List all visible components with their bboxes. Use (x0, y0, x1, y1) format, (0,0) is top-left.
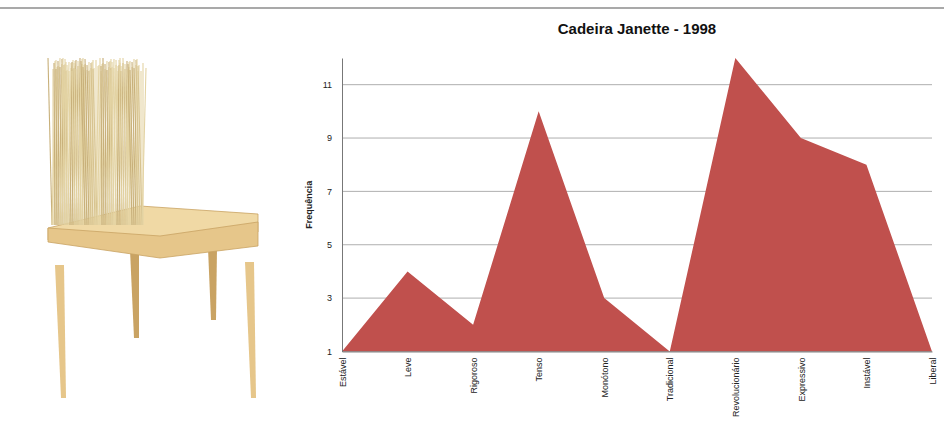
y-tick-label: 1 (327, 347, 332, 357)
bristle (116, 60, 118, 225)
bristle (132, 62, 136, 225)
chair-leg (208, 248, 217, 320)
bristle (138, 66, 142, 225)
x-tick-label: Monótono (600, 357, 610, 397)
chart-title: Cadeira Janette - 1998 (558, 20, 716, 37)
bristle (138, 65, 139, 225)
y-tick: 1 (327, 347, 342, 357)
bristle (89, 70, 90, 225)
bristle (128, 64, 132, 225)
bristle (114, 68, 116, 225)
y-tick: 7 (327, 187, 342, 197)
separator (0, 7, 944, 8)
bristle (101, 66, 102, 225)
y-tick: 5 (327, 240, 342, 250)
bristle (103, 58, 104, 225)
bristle (65, 59, 67, 225)
bristle (54, 63, 55, 225)
x-tick: Estável (338, 351, 348, 387)
bristle (56, 58, 60, 225)
plot-area (342, 58, 932, 351)
x-tick-label: Expressivo (797, 357, 807, 401)
bristle (56, 69, 57, 225)
canvas: 1 3 5 7 9 11 Estável Leve Rigoroso Tenso Monótono T… (0, 0, 944, 425)
grid-line (342, 84, 932, 85)
bristle (110, 70, 112, 225)
bristle (58, 61, 59, 225)
x-tick: Rigoroso (469, 351, 479, 393)
x-tick: Instável (862, 351, 872, 388)
bristle (117, 65, 119, 225)
x-axis-line (343, 351, 933, 352)
bristle (142, 68, 146, 225)
y-axis-title: Frequência (304, 180, 314, 229)
bristle (48, 58, 52, 225)
chair-leg (245, 262, 256, 398)
y-axis: 1 3 5 7 9 11 (323, 59, 343, 357)
bristle (136, 60, 140, 225)
bristle (72, 71, 75, 225)
bristle (80, 66, 81, 225)
x-tick-label: Tenso (534, 357, 544, 381)
y-tick-label: 7 (327, 187, 332, 197)
bristle (70, 62, 72, 225)
bristle (72, 68, 74, 225)
bristle (119, 60, 122, 225)
bristle (107, 61, 110, 225)
x-tick: Leve (403, 351, 413, 377)
y-tick: 9 (327, 133, 342, 143)
y-axis-line (342, 59, 343, 352)
x-tick-label: Instável (862, 357, 872, 388)
x-tick: Tradicional (665, 351, 675, 401)
bristle (85, 59, 89, 225)
y-tick-label: 5 (327, 240, 332, 250)
x-tick-label: Leve (403, 357, 413, 377)
bristle (91, 62, 92, 225)
bristle (60, 58, 63, 225)
chair-seat-edge (48, 222, 258, 258)
x-tick-label: Estável (338, 357, 348, 387)
bristle (136, 59, 137, 225)
bristle (127, 69, 128, 225)
bristle (81, 61, 85, 225)
x-tick: Expressivo (797, 351, 807, 401)
area (342, 58, 932, 351)
y-tick: 3 (327, 293, 342, 303)
y-tick-label: 3 (327, 293, 332, 303)
x-tick-label: Tradicional (665, 357, 675, 401)
x-tick-label: Revolucionário (731, 357, 741, 417)
bristle (93, 68, 94, 225)
x-tick-label: Liberal (928, 357, 938, 384)
chair-leg (130, 250, 139, 338)
bristle (95, 65, 99, 225)
x-tick: Tenso (534, 351, 544, 381)
x-tick: Revolucionário (731, 351, 741, 417)
y-tick-label: 11 (323, 80, 332, 90)
chair-leg (55, 265, 66, 398)
bristle (97, 71, 101, 225)
y-tick-label: 9 (327, 133, 332, 143)
x-tick: Liberal (928, 351, 938, 384)
bristle (52, 60, 56, 225)
bristle (67, 65, 69, 225)
grid-line (342, 138, 932, 139)
bristle (63, 67, 65, 225)
bristle (107, 59, 111, 225)
x-axis: Estável Leve Rigoroso Tenso Monótono Tradicio… (338, 351, 938, 417)
x-tick-label: Rigoroso (469, 357, 479, 393)
bristle (91, 63, 95, 225)
chair-illustration (48, 58, 258, 398)
chair-backrest (48, 58, 146, 225)
y-tick: 11 (323, 80, 342, 90)
x-tick: Monótono (600, 351, 610, 397)
bristle (112, 62, 114, 225)
bristle (105, 64, 106, 225)
bristle (140, 71, 141, 225)
